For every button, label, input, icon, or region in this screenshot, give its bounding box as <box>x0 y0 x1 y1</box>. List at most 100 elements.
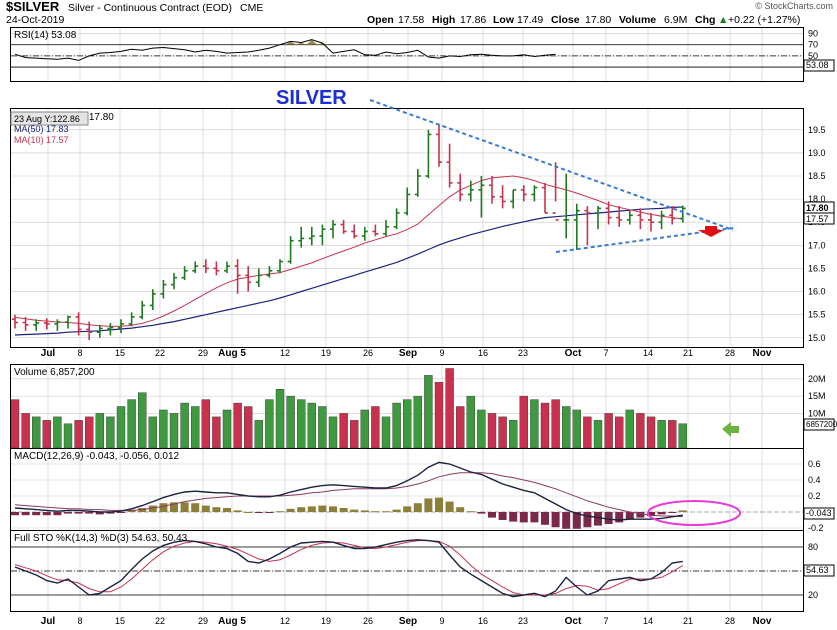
macd-histogram-bar <box>117 512 125 513</box>
x-tick-label: 26 <box>363 348 373 358</box>
volume-bar <box>233 402 242 449</box>
price-bar <box>446 143 453 188</box>
x-tick-label: 21 <box>683 616 693 626</box>
price-bar <box>351 224 358 239</box>
macd-histogram-bar <box>350 509 359 512</box>
macd-histogram-bar <box>636 512 645 518</box>
volume-tag: 6857200 <box>806 420 837 429</box>
rsi-tag: 53.08 <box>806 60 829 70</box>
price-bar <box>171 273 177 290</box>
macd-histogram-bar <box>191 503 200 512</box>
macd-histogram-bar <box>519 512 528 523</box>
volume-bar <box>551 399 560 449</box>
volume-value: 6.9M <box>664 14 687 26</box>
sto-k-line <box>14 539 683 598</box>
price-bar <box>86 321 93 341</box>
price-tick-label: 15.5 <box>808 310 826 320</box>
volume-bar <box>445 368 454 449</box>
x-tick-label: Sep <box>399 616 417 627</box>
price-bar <box>308 226 315 246</box>
macd-histogram-bar <box>435 497 443 512</box>
macd-histogram-bar <box>223 508 231 512</box>
x-tick-label: Sep <box>399 348 417 359</box>
price-tick-label: 15.0 <box>808 333 826 343</box>
macd-histogram-bar <box>413 503 422 512</box>
macd-histogram-bar <box>615 512 624 523</box>
price-bar <box>65 315 71 329</box>
rsi-title: RSI(14) 53.08 <box>14 30 77 41</box>
volume-bar <box>286 395 295 449</box>
macd-histogram-bar <box>11 512 19 516</box>
price-bar <box>192 261 199 274</box>
macd-histogram-bar <box>286 508 295 512</box>
volume-bar <box>307 402 316 449</box>
macd-histogram-bar <box>668 512 677 513</box>
volume-bar <box>180 402 189 449</box>
macd-histogram-bar <box>604 512 613 524</box>
x-tick-label: 16 <box>478 348 488 358</box>
price-bar <box>595 206 601 230</box>
macd-histogram-bar <box>477 512 486 514</box>
price-bar <box>266 266 273 278</box>
volume-bar <box>95 413 105 449</box>
x-tick-label: 21 <box>683 348 693 358</box>
chg-arrow-icon: ▲ <box>718 14 728 26</box>
macd-histogram-bar <box>244 512 253 513</box>
price-bar <box>234 259 241 294</box>
volume-bar <box>328 416 338 449</box>
volume-bar <box>381 416 391 449</box>
volume-bar <box>106 416 115 449</box>
high-value: 17.86 <box>460 14 486 26</box>
chart-header: $SILVER Silver - Continuous Contract (EO… <box>6 0 833 26</box>
macd-histogram-bar <box>530 512 539 523</box>
volume-bar <box>116 406 126 449</box>
x-tick-label: 28 <box>725 348 735 358</box>
volume-bar <box>297 399 306 449</box>
red-arrow-icon <box>698 226 724 237</box>
macd-histogram-bar <box>562 512 571 529</box>
x-tick-label: 15 <box>115 616 125 626</box>
macd-histogram-bar <box>509 512 518 522</box>
hover-readout-box <box>10 111 89 126</box>
macd-histogram-bar <box>339 508 348 512</box>
price-bar <box>584 206 591 246</box>
rsi-tag-box <box>803 59 835 72</box>
macd-histogram-bar <box>254 512 263 513</box>
chg-label: Chg <box>695 14 715 26</box>
price-bar <box>287 236 294 264</box>
volume-bar <box>243 406 253 449</box>
macd-histogram-bar <box>403 506 412 512</box>
macd-histogram-bar <box>265 512 274 513</box>
macd-signal-line <box>14 472 683 518</box>
price-bar <box>96 324 103 338</box>
volume-bar <box>32 416 41 449</box>
rsi-tick-label: 50 <box>808 51 818 61</box>
price-bar <box>563 173 570 239</box>
volume-bar <box>434 382 444 449</box>
macd-histogram-bar <box>424 498 433 512</box>
x-tick-label: 9 <box>439 616 444 626</box>
x-tick-label: 9 <box>439 348 444 358</box>
x-tick-label: 19 <box>321 348 331 358</box>
x-tick-label: 16 <box>478 616 488 626</box>
volume-bar <box>530 399 539 449</box>
volume-bar <box>519 395 528 449</box>
macd-histogram-bar <box>594 512 602 526</box>
x-tick-label: 23 <box>518 348 528 358</box>
volume-bar <box>371 406 380 449</box>
macd-histogram-bar <box>551 512 560 528</box>
price-tick-label: 17.0 <box>808 240 826 250</box>
volume-bar <box>562 406 571 449</box>
price-bar <box>224 261 230 274</box>
open-label: Open <box>367 14 394 26</box>
volume-bar <box>678 423 687 449</box>
price-bar <box>75 312 82 336</box>
volume-bar <box>53 416 62 449</box>
price-bar <box>330 219 336 239</box>
macd-histogram-bar <box>456 507 465 512</box>
x-tick-label: 22 <box>155 616 165 626</box>
price-bar <box>425 129 432 179</box>
x-tick-label: 29 <box>198 348 208 358</box>
macd-histogram-bar <box>95 512 104 515</box>
price-bar <box>478 176 485 218</box>
